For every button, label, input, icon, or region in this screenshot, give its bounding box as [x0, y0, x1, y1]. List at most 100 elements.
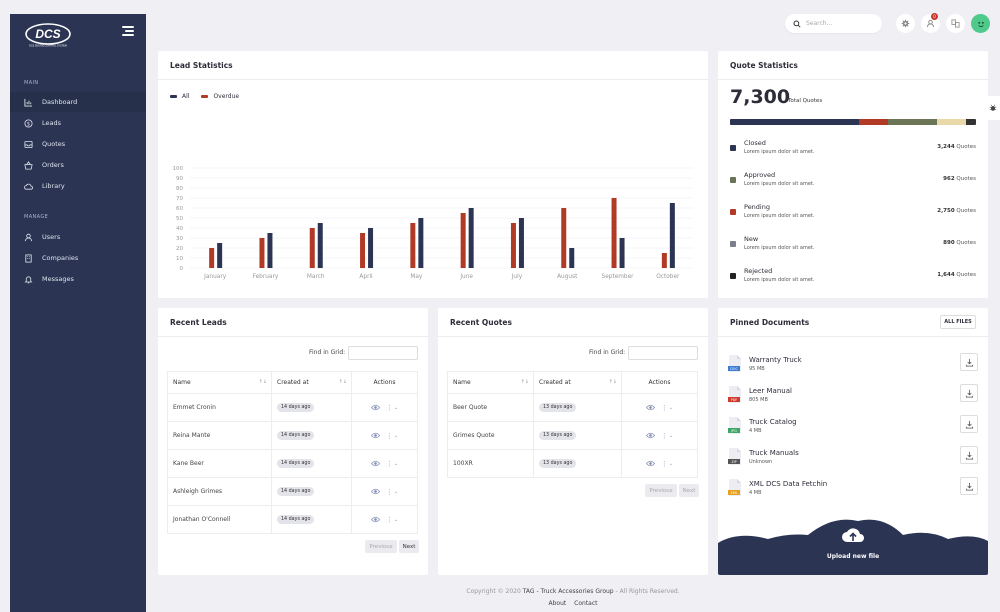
eye-icon[interactable]: [645, 403, 655, 412]
table-row[interactable]: Emmet Cronin 14 days ago ⋮ ⌄: [167, 393, 418, 422]
table-row[interactable]: Kane Beer 14 days ago ⋮ ⌄: [167, 449, 418, 478]
sidebar-item-quotes[interactable]: Quotes: [10, 134, 146, 154]
sidebar-item-orders[interactable]: Orders: [10, 155, 146, 175]
bar-all-september[interactable]: [619, 238, 625, 268]
sidebar-item-users[interactable]: Users: [10, 227, 146, 247]
sidebar-item-library[interactable]: Library: [10, 176, 146, 196]
dcs-logo[interactable]: DCS DCS DIGITAL CONTROL SYSTEM: [24, 22, 72, 48]
bar-all-april[interactable]: [368, 228, 374, 268]
bar-overdue-march[interactable]: [309, 228, 315, 268]
bar-all-january[interactable]: [217, 243, 223, 268]
chevron-down-icon[interactable]: ⌄: [393, 488, 399, 495]
document-name[interactable]: Truck Manuals: [749, 449, 799, 457]
about-link[interactable]: About: [548, 600, 567, 607]
bar-overdue-april[interactable]: [360, 233, 366, 268]
bar-overdue-july[interactable]: [510, 223, 516, 268]
cell-name[interactable]: Ashleigh Grimes: [167, 477, 272, 506]
more-options-icon[interactable]: ⋮: [385, 487, 393, 496]
apps-button[interactable]: [946, 14, 965, 33]
table-row[interactable]: Beer Quote 13 days ago ⋮ ⌄: [447, 393, 698, 422]
bar-all-july[interactable]: [518, 218, 524, 268]
bar-all-february[interactable]: [267, 233, 273, 268]
chevron-down-icon[interactable]: ⌄: [668, 460, 674, 467]
next-button[interactable]: Next: [399, 540, 419, 553]
eye-icon[interactable]: [370, 403, 380, 412]
eye-icon[interactable]: [370, 459, 380, 468]
document-item[interactable]: XML XML DCS Data Fetchin 4 MB: [728, 477, 978, 503]
bar-overdue-october[interactable]: [661, 253, 667, 268]
more-options-icon[interactable]: ⋮: [660, 403, 668, 412]
cell-name[interactable]: 100XR: [447, 449, 534, 478]
document-name[interactable]: Warranty Truck: [749, 356, 802, 364]
upload-cloud-area[interactable]: [718, 513, 988, 575]
bar-all-march[interactable]: [317, 223, 323, 268]
upload-new-file-label[interactable]: Upload new file: [826, 553, 880, 560]
download-button[interactable]: [960, 353, 978, 371]
more-options-icon[interactable]: ⋮: [660, 431, 668, 440]
chevron-down-icon[interactable]: ⌄: [668, 432, 674, 439]
sort-icon[interactable]: ↑↓: [608, 379, 617, 385]
menu-toggle-icon[interactable]: [122, 26, 134, 36]
cell-name[interactable]: Beer Quote: [447, 393, 534, 422]
table-row[interactable]: 100XR 13 days ago ⋮ ⌄: [447, 449, 698, 478]
next-button[interactable]: Next: [679, 484, 699, 497]
sort-icon[interactable]: ↑↓: [258, 379, 267, 385]
bar-overdue-february[interactable]: [259, 238, 265, 268]
document-name[interactable]: XML DCS Data Fetchin: [749, 480, 828, 488]
all-files-button[interactable]: ALL FILES: [940, 315, 976, 329]
eye-icon[interactable]: [370, 515, 380, 524]
bar-overdue-january[interactable]: [209, 248, 215, 268]
more-options-icon[interactable]: ⋮: [385, 515, 393, 524]
cell-name[interactable]: Kane Beer: [167, 449, 272, 478]
sidebar-item-leads[interactable]: $ Leads: [10, 113, 146, 133]
sidebar-item-companies[interactable]: Companies: [10, 248, 146, 268]
bar-all-may[interactable]: [418, 218, 424, 268]
previous-button[interactable]: Previous: [645, 484, 677, 497]
eye-icon[interactable]: [370, 431, 380, 440]
previous-button[interactable]: Previous: [365, 540, 397, 553]
bar-overdue-september[interactable]: [611, 198, 617, 268]
find-in-grid-input[interactable]: [348, 346, 418, 360]
find-in-grid-input[interactable]: [628, 346, 698, 360]
table-row[interactable]: Ashleigh Grimes 14 days ago ⋮ ⌄: [167, 477, 418, 506]
sidebar-item-dashboard[interactable]: Dashboard: [10, 92, 146, 112]
column-header-created[interactable]: Created at ↑↓: [271, 371, 352, 394]
eye-icon[interactable]: [370, 487, 380, 496]
more-options-icon[interactable]: ⋮: [385, 459, 393, 468]
chevron-down-icon[interactable]: ⌄: [393, 432, 399, 439]
eye-icon[interactable]: [645, 459, 655, 468]
more-options-icon[interactable]: ⋮: [385, 403, 393, 412]
avatar[interactable]: [971, 14, 990, 33]
download-button[interactable]: [960, 384, 978, 402]
contact-link[interactable]: Contact: [574, 600, 598, 607]
document-item[interactable]: ZIP Truck Manuals Unknown: [728, 446, 978, 472]
bar-overdue-august[interactable]: [561, 208, 567, 268]
table-row[interactable]: Grimes Quote 13 days ago ⋮ ⌄: [447, 421, 698, 450]
cell-name[interactable]: Emmet Cronin: [167, 393, 272, 422]
search-input[interactable]: Search...: [785, 14, 882, 33]
more-options-icon[interactable]: ⋮: [385, 431, 393, 440]
bar-all-october[interactable]: [669, 203, 675, 268]
table-row[interactable]: Jonathan O'Connell 14 days ago ⋮ ⌄: [167, 505, 418, 534]
more-options-icon[interactable]: ⋮: [660, 459, 668, 468]
sidebar-item-messages[interactable]: Messages: [10, 269, 146, 289]
upload-icon[interactable]: [841, 526, 865, 544]
bar-overdue-june[interactable]: [460, 213, 466, 268]
document-item[interactable]: DOC Warranty Truck 95 MB: [728, 353, 978, 379]
download-button[interactable]: [960, 415, 978, 433]
notifications-button[interactable]: 0: [921, 13, 940, 33]
chevron-down-icon[interactable]: ⌄: [393, 404, 399, 411]
document-item[interactable]: JPG Truck Catalog 4 MB: [728, 415, 978, 441]
side-settings-button[interactable]: [986, 96, 1000, 120]
column-header-name[interactable]: Name ↑↓: [167, 371, 272, 394]
sort-icon[interactable]: ↑↓: [520, 379, 529, 385]
document-item[interactable]: PDF Leer Manual 805 MB: [728, 384, 978, 410]
bar-overdue-may[interactable]: [410, 223, 416, 268]
table-row[interactable]: Reina Mante 14 days ago ⋮ ⌄: [167, 421, 418, 450]
cell-name[interactable]: Jonathan O'Connell: [167, 505, 272, 534]
bar-all-june[interactable]: [468, 208, 474, 268]
cell-name[interactable]: Reina Mante: [167, 421, 272, 450]
chevron-down-icon[interactable]: ⌄: [393, 516, 399, 523]
column-header-name[interactable]: Name ↑↓: [447, 371, 534, 394]
eye-icon[interactable]: [645, 431, 655, 440]
